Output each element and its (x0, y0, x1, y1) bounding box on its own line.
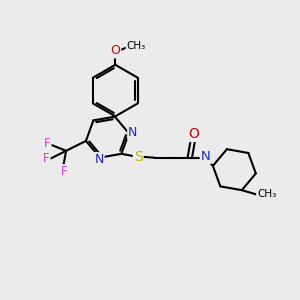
Text: O: O (110, 44, 120, 57)
Text: O: O (188, 127, 199, 141)
Text: F: F (43, 152, 50, 165)
Text: S: S (134, 150, 142, 164)
Text: N: N (201, 150, 211, 163)
Text: CH₃: CH₃ (257, 189, 276, 199)
Text: F: F (44, 137, 51, 150)
Text: N: N (128, 126, 137, 139)
Text: CH₃: CH₃ (127, 41, 146, 51)
Text: N: N (94, 153, 104, 166)
Text: F: F (61, 165, 68, 178)
